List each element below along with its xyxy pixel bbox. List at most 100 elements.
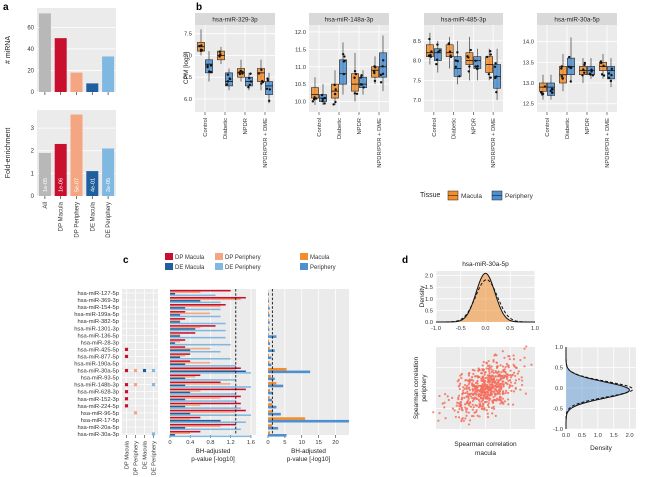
- data-point: [569, 80, 572, 83]
- scatter-point: [511, 384, 514, 388]
- scatter-point: [468, 404, 471, 407]
- y-tick-label: 0.0: [555, 386, 563, 392]
- scatter-point: [491, 412, 494, 415]
- scatter-point: [460, 398, 463, 401]
- data-point: [373, 71, 376, 75]
- significance-mark: [124, 383, 129, 387]
- scatter-point: [504, 391, 507, 395]
- scatter-point: [471, 368, 475, 371]
- data-point: [206, 64, 209, 67]
- scatter-point: [490, 374, 493, 378]
- scatter-point: [501, 377, 504, 380]
- y-tick-label: 20: [27, 68, 34, 74]
- data-point: [599, 60, 603, 63]
- data-point: [261, 79, 264, 83]
- scatter-point: [495, 399, 498, 402]
- bar-dp-periphery: [170, 347, 211, 350]
- scatter-point: [460, 373, 463, 376]
- scatter-point: [441, 402, 444, 405]
- data-point: [323, 102, 326, 105]
- scatter-point: [470, 375, 474, 379]
- data-point: [582, 68, 585, 71]
- bar-dp-periphery: [170, 376, 196, 378]
- mirna-label: hsa-miR-369-3p: [77, 298, 119, 304]
- scatter-point: [487, 402, 490, 405]
- bar-all: [38, 13, 51, 93]
- scatter-point: [492, 371, 495, 375]
- y-tick-label: 11.0: [295, 65, 306, 71]
- scatter-point: [468, 419, 472, 422]
- y-tick-label: 40: [27, 47, 34, 53]
- bar-macula: [268, 346, 270, 350]
- y-tick-label: -0.5: [553, 407, 563, 413]
- scatter-point: [466, 392, 470, 395]
- bar-de-macula: [170, 314, 181, 316]
- scatter-point: [493, 392, 497, 396]
- scatter-point: [485, 376, 488, 379]
- bar-dp-macula: [170, 409, 246, 412]
- x-tick-label: DP Periphery: [134, 441, 140, 475]
- bar-de-periphery: [170, 358, 231, 360]
- scatter-point: [464, 406, 467, 409]
- scatter-point: [472, 388, 475, 391]
- scatter-point: [502, 369, 505, 372]
- legend-swatch: [300, 253, 308, 260]
- scatter-point: [476, 380, 479, 383]
- y-tick-label: 0: [31, 194, 35, 200]
- data-point: [567, 65, 571, 69]
- scatter-point: [494, 371, 497, 374]
- x-tick-label: DE Periphery: [152, 441, 158, 476]
- y-tick-label: 1.0: [425, 297, 433, 303]
- data-point: [469, 48, 472, 52]
- scatter-point: [474, 410, 478, 414]
- scatter-point: [474, 404, 477, 407]
- bar-macula: [268, 396, 270, 399]
- bar-macula: [268, 304, 269, 308]
- scatter-point: [506, 364, 509, 368]
- scatter-point: [508, 384, 512, 387]
- y-tick-label: 13.0: [523, 81, 534, 87]
- scatter-point: [462, 386, 465, 389]
- bar-dp-macula: [170, 289, 231, 292]
- scatter-point: [482, 402, 485, 406]
- data-point: [374, 66, 377, 69]
- scatter-point: [467, 397, 470, 400]
- x-tick-label: DE Macula: [143, 440, 149, 469]
- scatter-point: [481, 382, 485, 386]
- bar-p-value-label: 1e-06: [59, 178, 65, 192]
- bar-de-macula: [170, 391, 191, 394]
- x-tick-label: 0: [266, 440, 269, 446]
- x-tick-label: 0.8: [206, 440, 214, 446]
- scatter-point: [492, 374, 495, 378]
- x-tick-label: NPDR: [357, 118, 363, 134]
- data-point: [334, 100, 337, 104]
- bar-de-macula: [170, 426, 186, 429]
- box-periphery: [453, 56, 462, 77]
- scatter-point: [466, 402, 469, 405]
- bar-p-value-label: 4e-01: [90, 178, 96, 192]
- scatter-point: [467, 379, 470, 383]
- scatter-point: [501, 382, 504, 385]
- bar-macula: [268, 332, 269, 336]
- scatter-point: [488, 388, 492, 391]
- scatter-point: [530, 363, 533, 366]
- x-tick-label: NPDR: [243, 118, 249, 134]
- data-point: [468, 65, 471, 68]
- scatter-point: [507, 403, 510, 406]
- scatter-point: [485, 409, 488, 412]
- scatter-point: [502, 385, 505, 388]
- scatter-point: [508, 379, 512, 382]
- bar-periphery: [268, 434, 287, 437]
- data-point: [600, 73, 604, 76]
- data-point: [429, 53, 432, 57]
- panel-background: [122, 289, 158, 435]
- bar-de-periphery: [170, 365, 236, 367]
- data-point: [495, 90, 498, 94]
- scatter-point: [500, 384, 503, 388]
- data-point: [260, 68, 263, 72]
- bar-dp-macula: [170, 353, 191, 355]
- facet-strip: [537, 13, 617, 25]
- data-point: [218, 50, 222, 53]
- scatter-point: [480, 407, 483, 411]
- x-axis-title: BH-adjusted: [196, 448, 231, 455]
